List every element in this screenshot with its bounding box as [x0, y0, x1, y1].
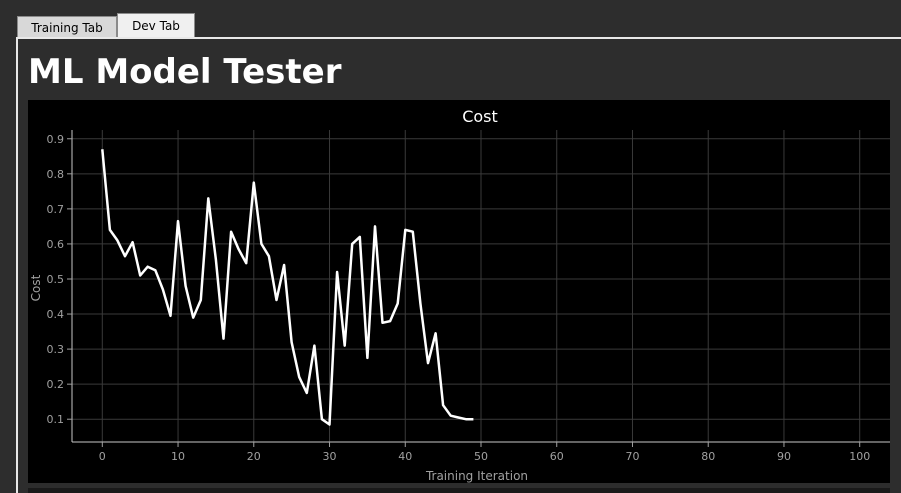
- y-tick-label: 0.1: [47, 413, 65, 426]
- x-tick-label: 20: [247, 450, 261, 463]
- bottom-strip: [28, 488, 890, 493]
- y-tick-label: 0.6: [47, 238, 65, 251]
- x-tick-label: 30: [323, 450, 337, 463]
- y-tick-label: 0.4: [47, 308, 65, 321]
- x-tick-label: 70: [625, 450, 639, 463]
- x-tick-label: 40: [398, 450, 412, 463]
- x-tick-label: 100: [849, 450, 870, 463]
- x-tick-label: 50: [474, 450, 488, 463]
- tab-training[interactable]: Training Tab: [17, 16, 117, 38]
- y-tick-label: 0.7: [47, 203, 65, 216]
- y-tick-label: 0.9: [47, 133, 65, 146]
- y-tick-label: 0.2: [47, 378, 65, 391]
- y-tick-label: 0.3: [47, 343, 65, 356]
- chart-title: Cost: [462, 107, 498, 126]
- y-tick-label: 0.8: [47, 168, 65, 181]
- cost-chart: Cost 0 10 20 30 40 50 60 70 80 90 100 0.1 0.2 0.3 0.4…: [28, 100, 890, 483]
- x-axis-label: Training Iteration: [425, 469, 528, 483]
- page-title: ML Model Tester: [28, 52, 342, 92]
- x-tick-label: 0: [99, 450, 106, 463]
- chart-grid: [72, 130, 890, 442]
- series-line: [101, 149, 474, 426]
- y-axis-ticks: 0.1 0.2 0.3 0.4 0.5 0.6 0.7 0.8 0.9: [47, 133, 72, 426]
- cost-chart-svg: Cost 0 10 20 30 40 50 60 70 80 90 100 0.1 0.2 0.3 0.4…: [29, 107, 890, 483]
- tab-bar: Training Tab Dev Tab: [0, 0, 901, 38]
- x-tick-label: 60: [550, 450, 564, 463]
- x-tick-label: 90: [777, 450, 791, 463]
- x-tick-label: 10: [171, 450, 185, 463]
- y-tick-label: 0.5: [47, 273, 65, 286]
- x-axis-ticks: 0 10 20 30 40 50 60 70 80 90 100: [99, 442, 870, 463]
- y-axis-label: Cost: [29, 274, 43, 301]
- tab-dev[interactable]: Dev Tab: [117, 13, 195, 38]
- x-tick-label: 80: [701, 450, 715, 463]
